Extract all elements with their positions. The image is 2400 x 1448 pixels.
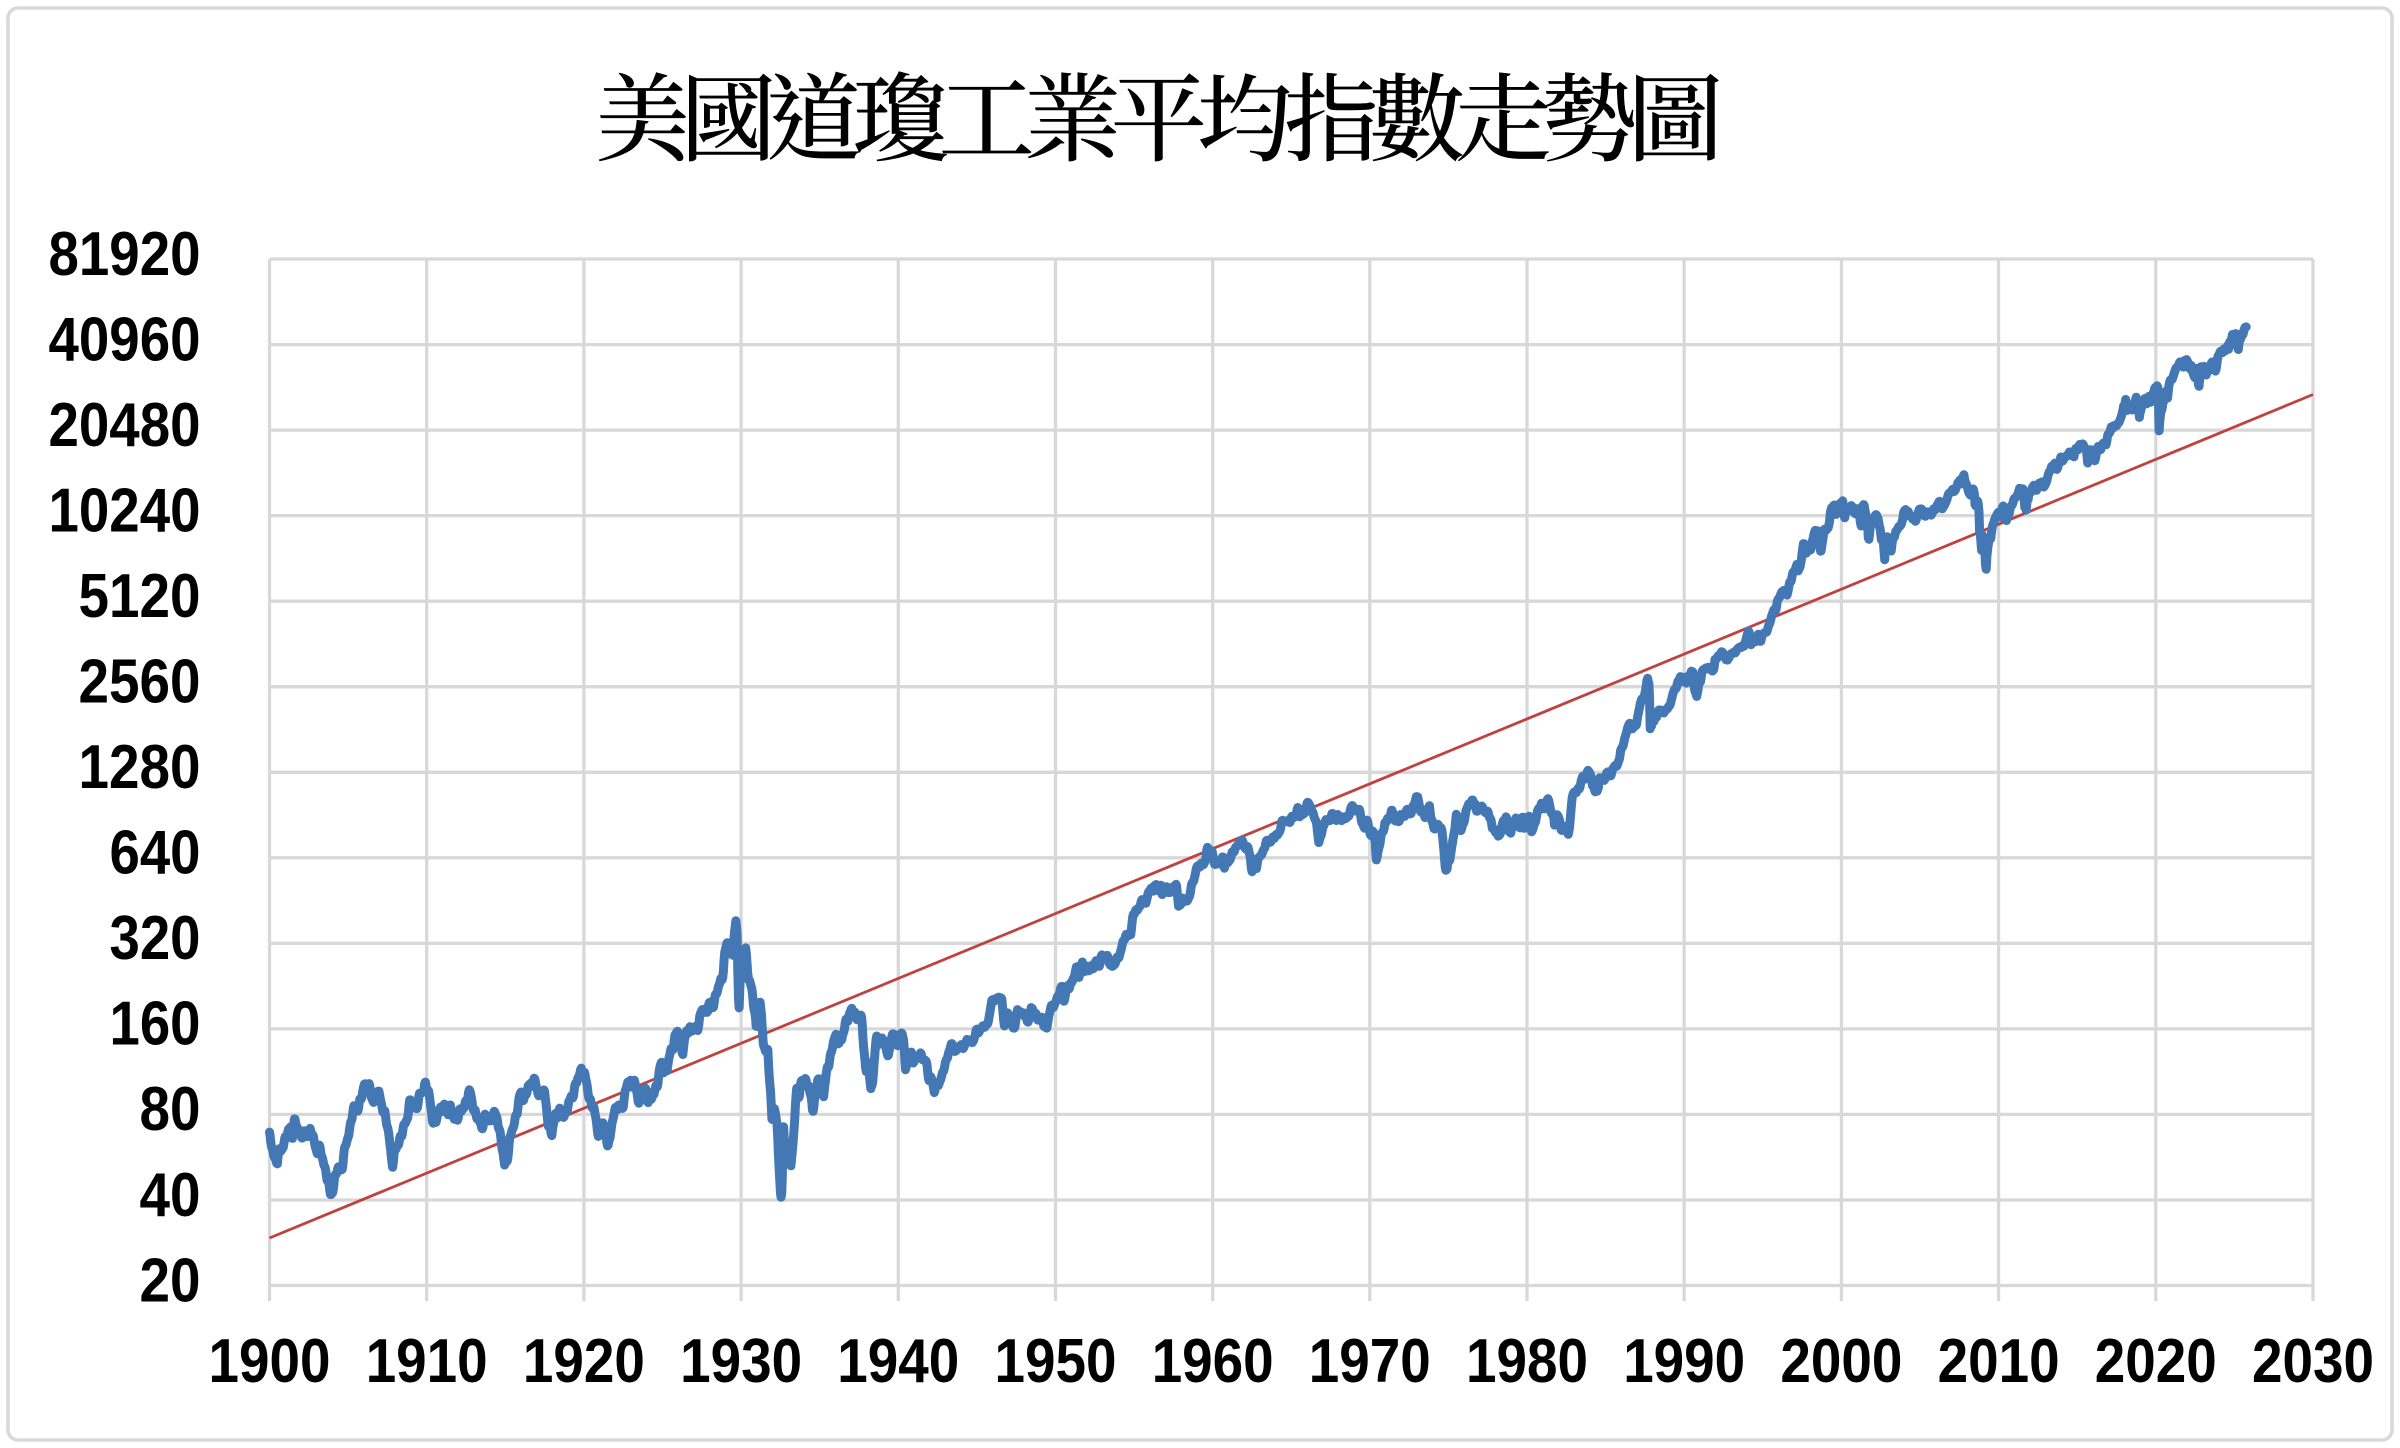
svg-text:1280: 1280 — [79, 733, 201, 802]
svg-text:2010: 2010 — [1938, 1327, 2060, 1396]
svg-text:81920: 81920 — [49, 220, 201, 289]
svg-text:5120: 5120 — [79, 562, 201, 631]
svg-text:160: 160 — [110, 990, 201, 1059]
svg-text:1920: 1920 — [523, 1327, 645, 1396]
svg-text:1960: 1960 — [1152, 1327, 1274, 1396]
svg-text:1980: 1980 — [1466, 1327, 1588, 1396]
svg-text:2020: 2020 — [2095, 1327, 2217, 1396]
svg-text:40960: 40960 — [49, 305, 201, 374]
svg-text:1900: 1900 — [209, 1327, 331, 1396]
svg-text:1930: 1930 — [680, 1327, 802, 1396]
svg-text:1950: 1950 — [995, 1327, 1117, 1396]
svg-text:10240: 10240 — [49, 476, 201, 545]
svg-text:40: 40 — [140, 1161, 201, 1230]
svg-text:20480: 20480 — [49, 391, 201, 460]
svg-text:640: 640 — [110, 819, 201, 888]
svg-text:320: 320 — [110, 904, 201, 973]
svg-text:2030: 2030 — [2252, 1327, 2374, 1396]
svg-text:80: 80 — [140, 1075, 201, 1144]
svg-text:2000: 2000 — [1780, 1327, 1902, 1396]
svg-text:1940: 1940 — [837, 1327, 959, 1396]
svg-text:2560: 2560 — [79, 648, 201, 717]
svg-text:20: 20 — [140, 1246, 201, 1315]
svg-text:1990: 1990 — [1623, 1327, 1745, 1396]
svg-text:1970: 1970 — [1309, 1327, 1431, 1396]
svg-text:1910: 1910 — [366, 1327, 488, 1396]
